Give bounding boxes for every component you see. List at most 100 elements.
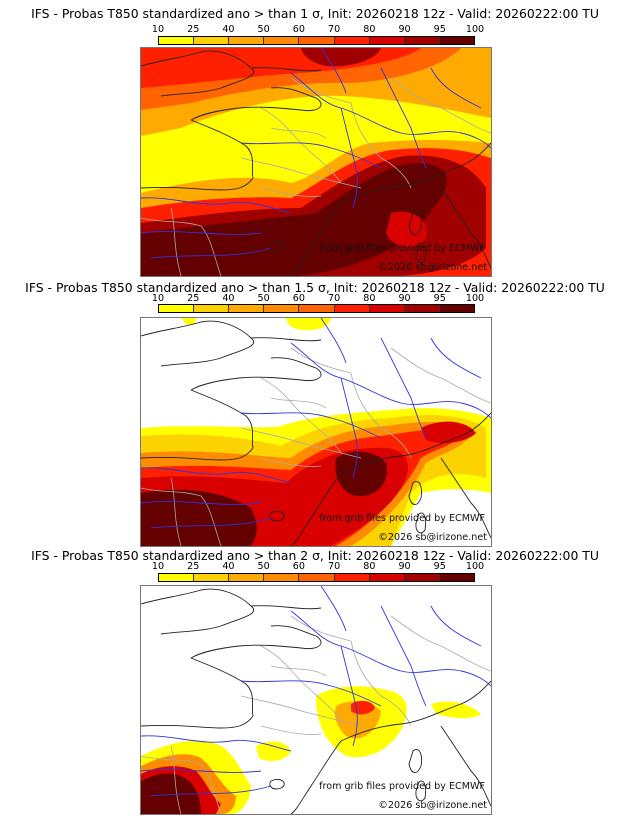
coastline: [190, 87, 322, 121]
colorbar-segment: [404, 305, 440, 312]
colorbar-ticks: 10 25 40 50 60 70 80 90 95 100: [152, 561, 484, 572]
border-line: [440, 107, 491, 134]
probability-map[interactable]: from grib files provided by ECMWF ©2026 …: [140, 317, 492, 547]
colorbar-tick-label: 40: [222, 293, 235, 304]
colorbar-segment: [439, 305, 474, 312]
probability-contour: [301, 48, 381, 67]
border-line: [141, 487, 222, 546]
colorbar-segment: [229, 305, 265, 312]
coastline: [141, 588, 254, 635]
colorbar-segment: [299, 37, 335, 44]
river-line: [380, 67, 427, 169]
river-line: [320, 48, 347, 94]
coastline: [269, 240, 285, 252]
border-line: [390, 347, 442, 379]
border-line: [270, 665, 327, 677]
river-line: [380, 605, 427, 707]
probability-contour: [256, 741, 291, 762]
river-line: [320, 586, 347, 632]
colorbar-tick-label: 100: [465, 24, 485, 35]
colorbar-tick-label: 95: [433, 561, 446, 572]
colorbar-segment: [439, 574, 474, 581]
border-line: [350, 372, 382, 429]
probability-contour: [431, 701, 481, 719]
border-line: [270, 397, 327, 409]
colorbar: [158, 36, 475, 45]
colorbar-tick-label: 60: [292, 561, 305, 572]
probability-contour: [181, 318, 196, 325]
border-line: [141, 755, 222, 814]
rivers: [141, 48, 491, 259]
source-credit: from grib files provided by ECMWF: [319, 513, 485, 524]
river-line: [340, 645, 358, 747]
colorbar-tick-label: 50: [257, 293, 270, 304]
coastline: [141, 715, 254, 729]
colorbar-tick-label: 70: [328, 293, 341, 304]
river-line: [320, 318, 347, 364]
coastline: [190, 357, 322, 391]
colorbar-segment: [404, 37, 440, 44]
probability-map[interactable]: from grib files provided by ECMWF ©2026 …: [140, 585, 492, 815]
source-credit: from grib files provided by ECMWF: [319, 781, 485, 792]
map-canvas: [141, 318, 491, 546]
border-line: [240, 157, 362, 189]
copyright-credit: ©2026 sb@irizone.net: [378, 800, 487, 811]
rivers: [141, 586, 491, 797]
coastline: [141, 177, 254, 191]
colorbar-tick-label: 10: [151, 24, 165, 35]
colorbar-segment: [299, 305, 335, 312]
colorbar-segment: [194, 574, 230, 581]
coastline: [440, 187, 491, 269]
colorbar-tick-label: 95: [433, 24, 446, 35]
river-line: [240, 680, 382, 707]
coastline: [408, 481, 422, 505]
border-line: [290, 615, 352, 642]
probability-contour: [286, 318, 331, 331]
river-line: [141, 769, 262, 773]
probability-contour: [141, 163, 447, 276]
map-canvas: [141, 48, 491, 276]
river-line: [400, 669, 491, 687]
colorbar-tick-label: 90: [398, 24, 411, 35]
colorbar-tick-label: 90: [398, 293, 411, 304]
coastline: [269, 510, 285, 522]
river-line: [430, 67, 482, 109]
probability-contour: [421, 421, 476, 444]
coastlines: [141, 50, 491, 276]
border-line: [390, 77, 442, 109]
river-line: [240, 142, 382, 169]
colorbar-segment: [334, 305, 370, 312]
border-line: [440, 377, 491, 404]
coastline: [415, 512, 427, 534]
colorbar-tick-label: 25: [187, 561, 200, 572]
colorbar-tick-label: 25: [187, 293, 200, 304]
colorbar-segment: [159, 574, 195, 581]
coastline: [340, 412, 491, 474]
border-line: [170, 477, 182, 546]
colorbar-tick-label: 60: [292, 293, 305, 304]
border-line: [290, 77, 352, 104]
coastline: [408, 749, 422, 773]
border-line: [380, 157, 412, 189]
coastline: [290, 740, 342, 814]
colorbar-tick-label: 25: [187, 24, 200, 35]
river-line: [430, 337, 482, 379]
colorbar-segment: [264, 37, 300, 44]
border-line: [350, 640, 382, 697]
colorbar-tick-label: 50: [257, 24, 270, 35]
colorbar-segment: [439, 37, 474, 44]
colorbar-segment: [159, 305, 195, 312]
colorbar-ticks: 10 25 40 50 60 70 80 90 95 100: [152, 24, 484, 35]
probability-map[interactable]: from grib files provided by ECMWF ©2026 …: [140, 47, 492, 277]
colorbar-tick-label: 60: [292, 24, 305, 35]
river-line: [141, 197, 292, 214]
border-line: [240, 427, 362, 459]
probability-shading: [141, 318, 491, 546]
colorbar-segment: [404, 574, 440, 581]
map-canvas: [141, 586, 491, 814]
copyright-credit: ©2026 sb@irizone.net: [378, 262, 487, 273]
river-line: [141, 231, 262, 235]
border-line: [170, 207, 182, 276]
colorbar-segment: [334, 37, 370, 44]
coastlines: [141, 588, 491, 814]
